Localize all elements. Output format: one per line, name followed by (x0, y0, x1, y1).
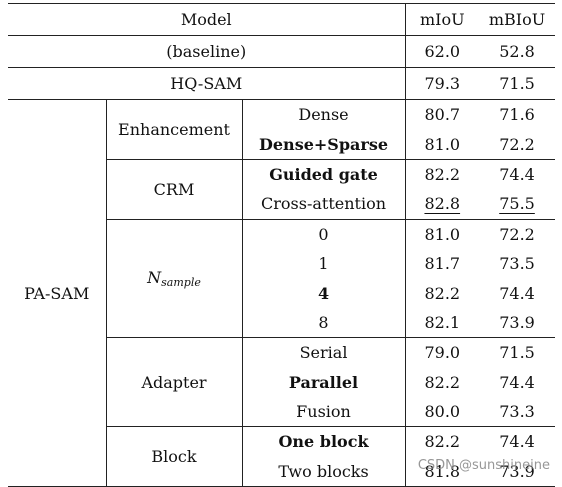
table-row: Parallel 82.2 74.4 (8, 367, 555, 397)
miou-value: 82.2 (424, 283, 461, 303)
table-row: 1 81.7 73.5 (8, 248, 555, 279)
table-row: Nsample 0 81.0 72.2 (8, 219, 555, 339)
variant-0: 0 (242, 219, 406, 249)
pa-sam-label: PA-SAM (8, 99, 107, 487)
hq-sam-mbiou: 71.5 (479, 67, 556, 100)
variant-dense: Dense (242, 99, 406, 130)
miou-value: 80.7 (424, 105, 461, 125)
miou-value: 81.0 (405, 129, 480, 160)
mbiou-value: 74.4 (499, 432, 535, 452)
n-sample-subscript: sample (161, 275, 201, 289)
variant-fusion: Fusion (242, 396, 406, 428)
table-row: 8 82.1 73.9 (8, 307, 556, 339)
mbiou-value: 73.9 (479, 307, 556, 339)
mbiou-value: 73.5 (499, 254, 535, 274)
mbiou-value: 71.5 (499, 343, 535, 363)
variant-serial: Serial (242, 337, 406, 368)
miou-value: 82.1 (405, 307, 480, 339)
results-table-container: Model mIoU mBIoU (baseline) 62.0 52.8 HQ… (8, 3, 556, 487)
group-enhancement: Enhancement (106, 99, 243, 160)
hq-sam-label: HQ-SAM (8, 67, 406, 100)
miou-value: 80.0 (405, 396, 480, 428)
table-row-hq-sam: HQ-SAM 79.3 71.5 (8, 67, 556, 100)
hq-sam-miou: 79.3 (405, 67, 480, 100)
mbiou-value: 72.2 (479, 129, 556, 160)
miou-value: 81.8 (405, 456, 480, 487)
header-mbiou: mBIoU (479, 3, 556, 36)
variant-one-block: One block (242, 426, 406, 457)
table-row: Cross-attention 82.8 75.5 (8, 189, 556, 220)
variant-4: 4 (242, 278, 406, 308)
table-row: Block One block 82.2 74.4 (8, 426, 555, 487)
mbiou-value: 74.4 (499, 372, 535, 392)
miou-value: 82.2 (424, 432, 461, 452)
variant-cross-attention: Cross-attention (242, 189, 406, 220)
table-row: CRM Guided gate 82.2 74.4 (8, 159, 555, 220)
csdn-watermark: CSDN @sunshineine (417, 458, 550, 473)
baseline-label: (baseline) (8, 35, 406, 68)
miou-value: 82.2 (424, 164, 461, 184)
baseline-miou: 62.0 (405, 35, 480, 68)
header-miou: mIoU (405, 3, 480, 36)
variant-two-blocks: Two blocks (242, 456, 406, 487)
table-row: Fusion 80.0 73.3 (8, 396, 556, 428)
mbiou-value: 73.3 (479, 396, 556, 428)
miou-value-underlined: 82.8 (424, 194, 461, 214)
mbiou-value: 74.4 (499, 164, 535, 184)
table-row-baseline: (baseline) 62.0 52.8 (8, 35, 556, 68)
group-block: Block (106, 426, 243, 487)
miou-value: 79.0 (424, 343, 461, 363)
table-row: Dense+Sparse 81.0 72.2 (8, 129, 556, 160)
n-sample-symbol: N (147, 267, 162, 287)
variant-dense-sparse: Dense+Sparse (242, 129, 406, 160)
table-row: 4 82.2 74.4 (8, 278, 555, 308)
group-crm: CRM (106, 159, 243, 220)
mbiou-value-underlined: 75.5 (499, 194, 535, 214)
miou-value: 82.2 (424, 372, 461, 392)
variant-parallel: Parallel (242, 367, 406, 397)
variant-1: 1 (242, 248, 406, 279)
mbiou-value: 71.6 (499, 105, 535, 125)
variant-guided-gate: Guided gate (242, 159, 406, 190)
mbiou-value: 72.2 (499, 224, 535, 244)
miou-value: 81.7 (424, 254, 461, 274)
table-row: PA-SAM Enhancement Dense 80.7 71.6 (8, 99, 555, 487)
group-adapter: Adapter (106, 337, 243, 428)
baseline-mbiou: 52.8 (479, 35, 556, 68)
mbiou-value: 74.4 (499, 283, 535, 303)
header-row: Model mIoU mBIoU (8, 3, 556, 36)
miou-value: 81.0 (424, 224, 461, 244)
header-model: Model (8, 3, 406, 36)
group-n-sample: Nsample (106, 219, 243, 339)
table-row: Adapter Serial 79.0 71.5 (8, 337, 555, 428)
variant-8: 8 (242, 307, 406, 339)
ablation-table: Model mIoU mBIoU (baseline) 62.0 52.8 HQ… (8, 3, 556, 487)
